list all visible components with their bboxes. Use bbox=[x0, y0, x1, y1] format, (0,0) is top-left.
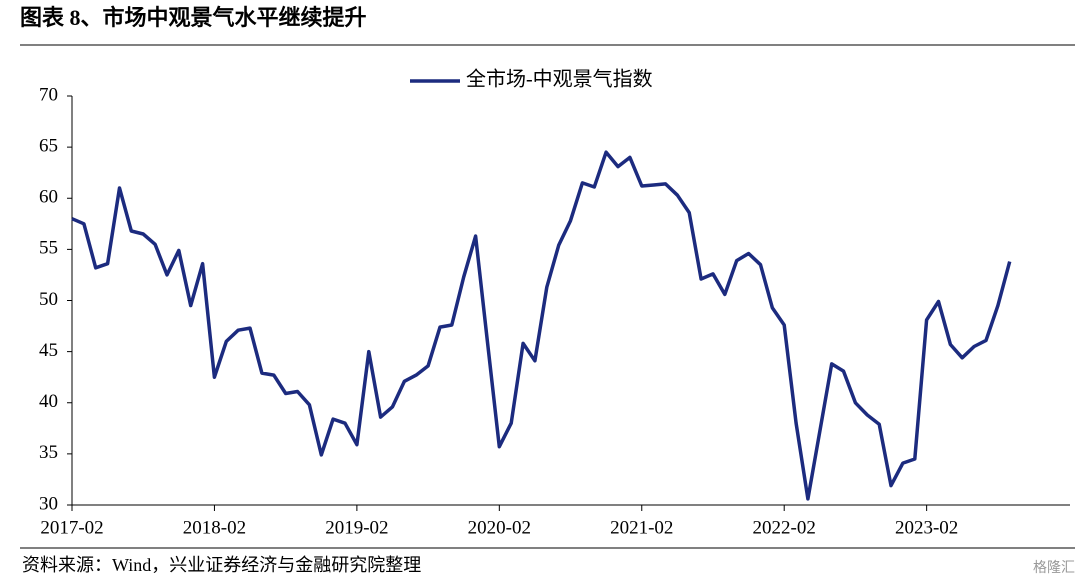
watermark: 格隆汇 bbox=[1033, 560, 1075, 576]
x-tick-label: 2023-02 bbox=[895, 517, 958, 538]
y-tick-label: 60 bbox=[39, 187, 58, 208]
source: 资料来源：Wind，兴业证券经济与金融研究院整理 bbox=[22, 555, 421, 575]
x-tick-label: 2019-02 bbox=[325, 517, 388, 538]
legend-label: 全市场-中观景气指数 bbox=[466, 68, 653, 91]
x-tick-label: 2022-02 bbox=[753, 517, 816, 538]
line bbox=[71, 150, 1012, 501]
y-tick-label: 45 bbox=[39, 340, 58, 361]
y-tick-label: 55 bbox=[39, 238, 58, 259]
y-tick-label: 40 bbox=[39, 391, 58, 412]
x-tick-label: 2021-02 bbox=[610, 517, 673, 538]
x-tick-label: 2017-02 bbox=[40, 517, 103, 538]
x-tick-label: 2020-02 bbox=[468, 517, 531, 538]
y-tick-label: 50 bbox=[39, 289, 58, 310]
x-tick-label: 2018-02 bbox=[183, 517, 246, 538]
y-tick-label: 30 bbox=[39, 493, 58, 514]
y-tick-label: 70 bbox=[39, 84, 58, 105]
y-tick-label: 65 bbox=[39, 135, 58, 156]
title: 图表 8、市场中观景气水平继续提升 bbox=[20, 5, 367, 30]
y-tick-label: 35 bbox=[39, 442, 58, 463]
